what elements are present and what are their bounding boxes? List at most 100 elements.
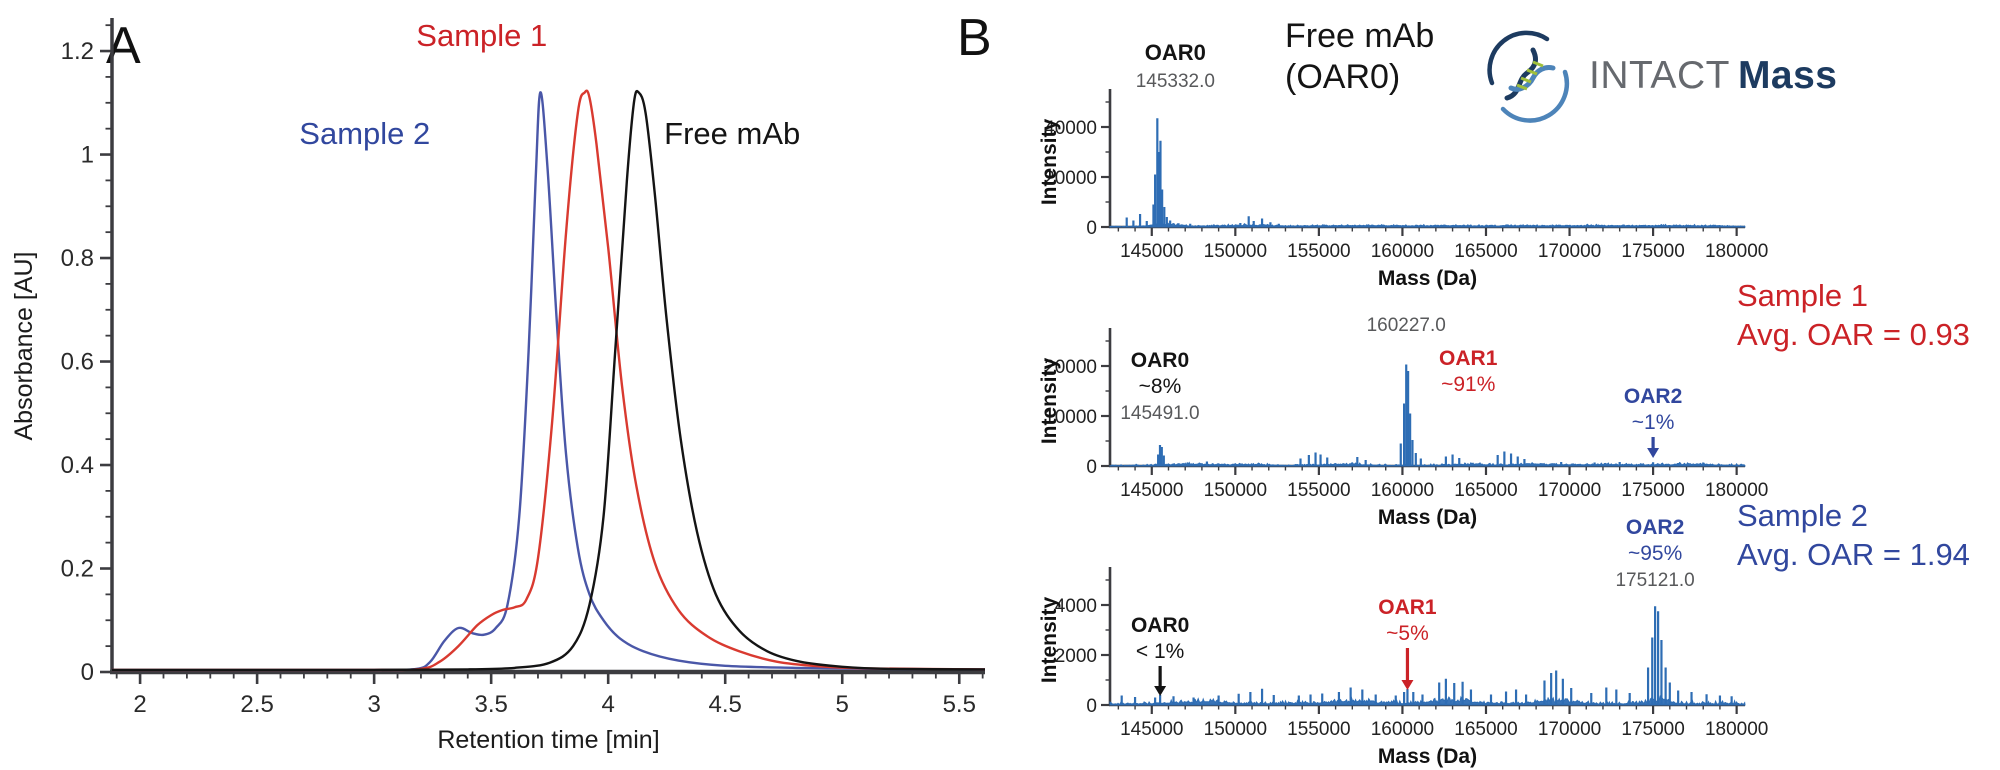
spectrum-peaks (1157, 364, 1705, 466)
svg-text:OAR2: OAR2 (1626, 516, 1684, 539)
curve-label-sample-1: Sample 1 (416, 18, 547, 53)
spectrum-yaxis-label: Intensity (1038, 597, 1061, 684)
svg-text:180000: 180000 (1705, 480, 1768, 501)
svg-text:10000: 10000 (1044, 407, 1097, 428)
svg-text:20000: 20000 (1044, 357, 1097, 378)
svg-text:145491.0: 145491.0 (1120, 403, 1199, 424)
svg-text:OAR0: OAR0 (1145, 40, 1206, 65)
annotation-OAR0: OAR0 145332.0 (1136, 40, 1215, 92)
svg-text:1.2: 1.2 (61, 38, 94, 65)
svg-text:5: 5 (836, 691, 849, 718)
annotation-OAR1: OAR1 ~91% (1439, 347, 1498, 396)
svg-text:2000: 2000 (1055, 646, 1097, 667)
svg-text:145000: 145000 (1120, 241, 1183, 262)
sample2-result-oar: Avg. OAR = 1.94 (1737, 537, 1970, 572)
svg-text:1: 1 (81, 142, 94, 169)
svg-text:160227.0: 160227.0 (1367, 315, 1446, 336)
free-mab-title: Free mAb (OAR0) (1285, 16, 1434, 98)
svg-text:0.8: 0.8 (61, 245, 94, 272)
spectrum-xaxis-label: Mass (Da) (1378, 267, 1477, 290)
svg-text:170000: 170000 (1538, 480, 1601, 501)
svg-text:0.2: 0.2 (61, 556, 94, 583)
spectrum-xaxis-label: Mass (Da) (1378, 745, 1477, 768)
spectrum-sample1-plot: 145000 150000 155000 160000 165000 170000 1750… (1038, 315, 1768, 529)
svg-text:0: 0 (1086, 457, 1097, 478)
svg-text:4.5: 4.5 (709, 691, 742, 718)
svg-text:2: 2 (133, 691, 146, 718)
panel-b-mass-spectra: B 145000 150000 155000 160000 165000 170000 17… (955, 0, 2000, 768)
intact-mass-logo-text: INTACT Mass (1589, 54, 1838, 98)
free-mab-title-line2: (OAR0) (1285, 58, 1401, 96)
spectrum-axes: 145000 150000 155000 160000 165000 170000 1750… (1044, 89, 1768, 262)
spectrum-sample2-plot: 145000 150000 155000 160000 165000 170000 1750… (1038, 516, 1768, 768)
svg-text:0.4: 0.4 (61, 452, 94, 479)
svg-text:175000: 175000 (1621, 480, 1684, 501)
svg-text:160000: 160000 (1371, 480, 1434, 501)
svg-text:40000: 40000 (1044, 118, 1097, 139)
svg-text:170000: 170000 (1538, 241, 1601, 262)
chromatogram-plot: 2 2.5 3 3.5 4 4.5 5 5.5 0 0.2 0.4 0.6 0.8 1 1.2 Retenti… (10, 18, 986, 754)
svg-text:OAR2: OAR2 (1624, 385, 1682, 408)
logo-word-intact: INTACT (1589, 54, 1730, 97)
curve-label-sample-2: Sample 2 (299, 116, 430, 151)
chromatogram-xaxis-label: Retention time [min] (437, 726, 659, 754)
sample1-result-name: Sample 1 (1737, 278, 1868, 313)
svg-text:180000: 180000 (1705, 241, 1768, 262)
series-sample-2 (111, 91, 986, 672)
sample1-result: Sample 1 Avg. OAR = 0.93 (1737, 276, 1970, 354)
svg-text:175121.0: 175121.0 (1615, 570, 1694, 591)
spectrum-yaxis-label: Intensity (1038, 119, 1061, 206)
svg-text:155000: 155000 (1287, 480, 1350, 501)
panel-b-label: B (957, 9, 992, 67)
series-free-mab (111, 89, 986, 672)
svg-text:< 1%: < 1% (1136, 640, 1184, 663)
spectrum-yaxis-label: Intensity (1038, 358, 1061, 445)
svg-text:145000: 145000 (1120, 719, 1183, 740)
svg-text:20000: 20000 (1044, 168, 1097, 189)
svg-text:165000: 165000 (1454, 719, 1517, 740)
sample1-result-oar: Avg. OAR = 0.93 (1737, 317, 1970, 352)
svg-text:OAR1: OAR1 (1378, 596, 1437, 619)
free-mab-title-line1: Free mAb (1285, 17, 1435, 55)
svg-text:155000: 155000 (1287, 241, 1350, 262)
svg-text:0: 0 (81, 659, 94, 686)
svg-text:2.5: 2.5 (240, 691, 273, 718)
svg-text:165000: 165000 (1454, 480, 1517, 501)
svg-text:160000: 160000 (1371, 241, 1434, 262)
svg-text:175000: 175000 (1621, 241, 1684, 262)
chromatogram-axes: 2 2.5 3 3.5 4 4.5 5 5.5 0 0.2 0.4 0.6 0.8 1 1.2 (61, 18, 985, 718)
svg-text:155000: 155000 (1287, 719, 1350, 740)
svg-text:145332.0: 145332.0 (1136, 71, 1215, 92)
svg-text:~1%: ~1% (1632, 411, 1675, 434)
chromatogram-yaxis-label: Absorbance [AU] (10, 252, 38, 441)
svg-text:150000: 150000 (1204, 241, 1267, 262)
spectrum-free-mab-plot: 145000 150000 155000 160000 165000 170000 1750… (1038, 40, 1768, 290)
annotation-OAR2: OAR2 ~95% 175121.0 (1615, 516, 1694, 591)
svg-text:4: 4 (602, 691, 615, 718)
svg-text:~5%: ~5% (1386, 622, 1429, 645)
svg-text:OAR0: OAR0 (1131, 349, 1189, 372)
svg-text:5.5: 5.5 (943, 691, 976, 718)
svg-text:3: 3 (367, 691, 380, 718)
svg-text:~8%: ~8% (1139, 375, 1182, 398)
svg-text:0: 0 (1086, 696, 1097, 717)
svg-text:~95%: ~95% (1628, 542, 1682, 565)
svg-text:OAR1: OAR1 (1439, 347, 1498, 370)
spectrum-noise-trace (1109, 695, 1746, 706)
spectrum-peaks (1120, 606, 1733, 705)
intact-mass-logo-icon (1487, 30, 1570, 123)
annotation-1602270: 160227.0 (1367, 315, 1446, 336)
series-sample-1 (111, 89, 986, 672)
panel-a-chromatogram: A 2 2.5 3 3.5 4 4.5 5 5.5 0 0.2 0.4 0.6 0.8 1 1.2 Reten… (0, 0, 1000, 759)
svg-text:175000: 175000 (1621, 719, 1684, 740)
svg-text:150000: 150000 (1204, 480, 1267, 501)
annotation-OAR1: OAR1 ~5% (1378, 596, 1437, 690)
sample2-result: Sample 2 Avg. OAR = 1.94 (1737, 496, 1970, 574)
svg-text:160000: 160000 (1371, 719, 1434, 740)
spectrum-peaks (1125, 118, 1280, 227)
spectrum-xaxis-label: Mass (Da) (1378, 506, 1477, 529)
spectrum-noise-trace (1109, 222, 1746, 228)
svg-text:OAR0: OAR0 (1131, 614, 1189, 637)
svg-text:170000: 170000 (1538, 719, 1601, 740)
annotation-OAR0: OAR0 ~8% 145491.0 (1120, 349, 1199, 424)
